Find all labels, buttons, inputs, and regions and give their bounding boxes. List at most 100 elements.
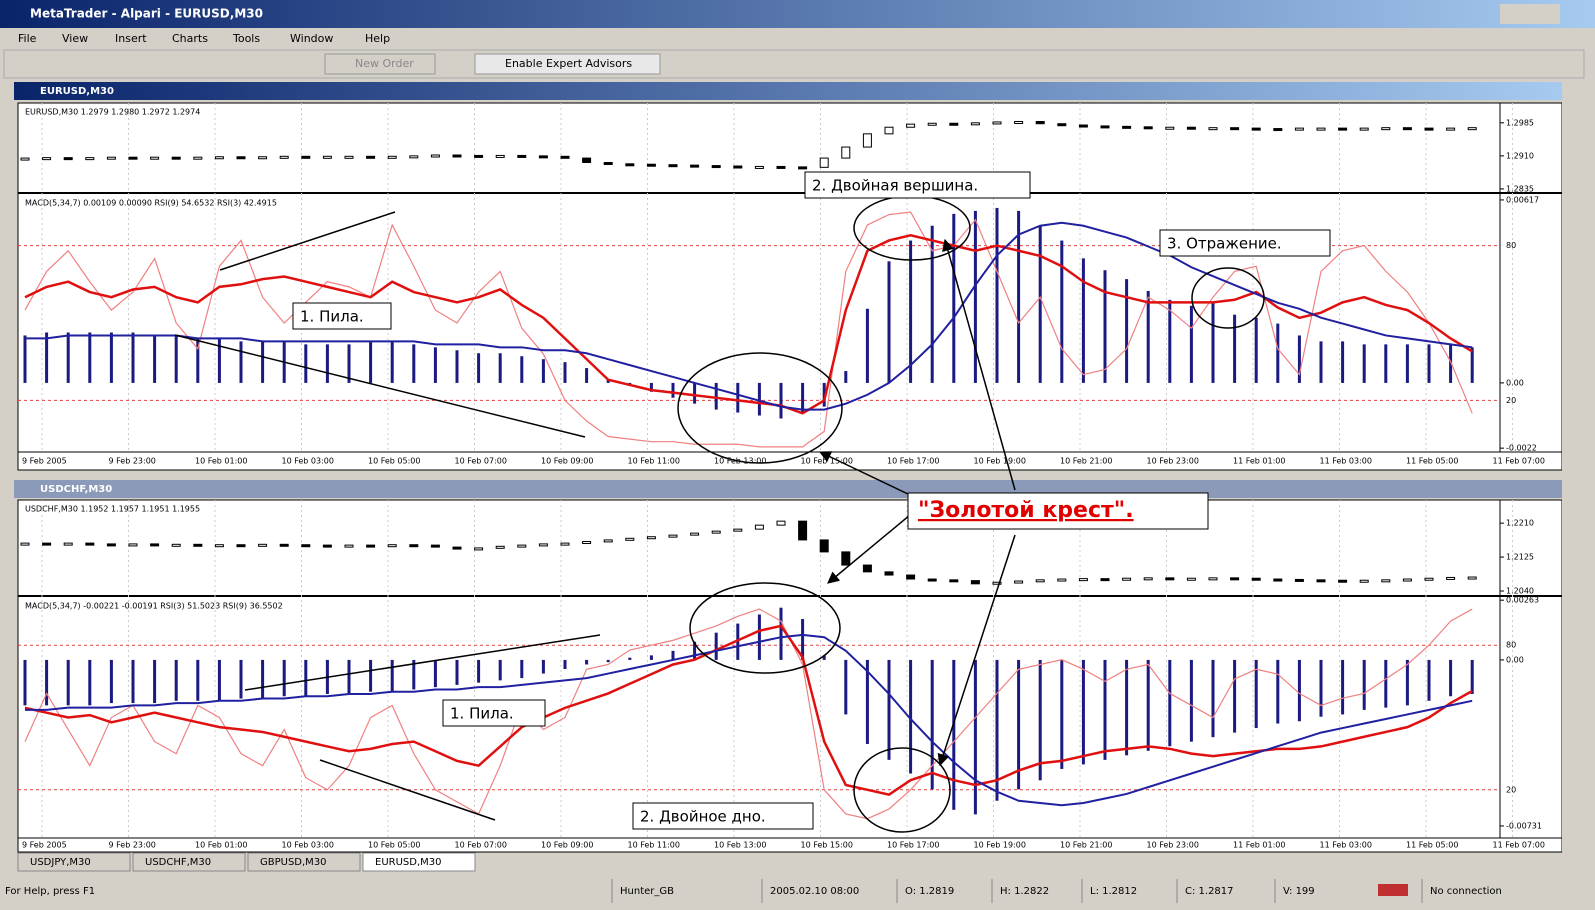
arrow <box>937 534 1016 767</box>
window-controls[interactable] <box>1500 4 1560 24</box>
macd-bar <box>1060 659 1064 769</box>
macd-bar <box>930 225 934 383</box>
macd-bar <box>131 659 135 704</box>
macd-bar <box>196 338 200 383</box>
candle <box>603 161 613 165</box>
y-tick-label: 0.00 <box>1506 378 1524 387</box>
macd-bar <box>736 382 740 413</box>
macd-bar <box>239 659 243 699</box>
time-label: 10 Feb 11:00 <box>628 841 680 850</box>
macd-bar <box>520 356 524 383</box>
menu-item[interactable]: File <box>18 32 37 45</box>
time-label: 11 Feb 03:00 <box>1320 457 1372 466</box>
macd-bar <box>585 368 589 383</box>
menu-item[interactable]: Tools <box>232 32 260 45</box>
tab[interactable] <box>247 852 361 872</box>
time-label: 9 Feb 23:00 <box>109 841 156 850</box>
annotation: 1. Пила. <box>450 705 514 723</box>
macd-bar <box>412 344 416 383</box>
menu-item[interactable]: Charts <box>172 32 208 45</box>
macd-bar <box>390 341 394 383</box>
candle <box>733 165 743 169</box>
macd-bar <box>930 659 934 790</box>
time-label: 10 Feb 17:00 <box>887 457 939 466</box>
macd-bar <box>23 335 27 383</box>
status-field: L: 1.2812 <box>1090 886 1137 897</box>
macd-bar <box>714 632 718 660</box>
candle <box>862 133 872 148</box>
candle <box>819 157 829 168</box>
candle <box>474 547 484 551</box>
macd-bar <box>1146 659 1150 751</box>
candle <box>603 539 613 543</box>
pane-header: EURUSD,M30 1.2979 1.2980 1.2972 1.2974 <box>25 108 200 117</box>
candle <box>646 163 656 167</box>
candle <box>754 165 764 169</box>
macd-bar <box>844 659 848 715</box>
time-label: 10 Feb 21:00 <box>1060 457 1112 466</box>
expert-advisors-button[interactable] <box>474 53 661 75</box>
macd-bar <box>822 655 826 660</box>
macd-bar <box>477 659 481 683</box>
tab[interactable] <box>17 852 131 872</box>
candle <box>668 534 678 538</box>
macd-bar <box>131 332 135 383</box>
tab[interactable] <box>362 852 476 872</box>
ellipse <box>853 747 951 833</box>
time-label: 10 Feb 19:00 <box>974 457 1026 466</box>
candle <box>560 542 570 546</box>
candle <box>322 155 332 159</box>
macd-bar <box>174 659 178 701</box>
macd-bar <box>671 382 675 398</box>
candle <box>236 544 246 548</box>
macd-bar <box>541 359 545 383</box>
menu-item[interactable]: Help <box>365 32 390 45</box>
macd-bar <box>1362 659 1366 710</box>
chart-tabs: USDJPY,M30 USDCHF,M30 GBPUSD,M30 EURUSD,M30 <box>17 852 476 872</box>
macd-bar <box>45 332 49 383</box>
y-tick-label: 1.2040 <box>1506 587 1534 596</box>
macd-bar <box>23 659 27 706</box>
macd-bar <box>369 341 373 383</box>
macd-bar <box>1125 659 1129 756</box>
y-tick-label: 1.2125 <box>1506 553 1534 562</box>
macd-bar <box>196 659 200 701</box>
candle <box>690 532 700 536</box>
candle <box>1208 127 1218 131</box>
candle <box>625 163 635 167</box>
macd-bar <box>995 659 999 801</box>
candle <box>20 542 30 546</box>
time-label: 10 Feb 05:00 <box>368 457 420 466</box>
macd-bar <box>693 382 697 404</box>
time-label: 9 Feb 2005 <box>22 841 67 850</box>
candle <box>927 122 937 126</box>
menu-item[interactable]: View <box>62 32 88 45</box>
tab-label: USDJPY,M30 <box>30 857 91 868</box>
new-order-button[interactable] <box>324 53 436 75</box>
tab-label: USDCHF,M30 <box>145 857 211 868</box>
macd-bar <box>1319 659 1323 717</box>
macd-bar <box>88 332 92 383</box>
candle <box>279 155 289 159</box>
candle <box>171 543 181 547</box>
macd-bar <box>109 332 113 383</box>
tab[interactable] <box>132 852 246 872</box>
menu-item[interactable]: Window <box>290 32 333 45</box>
candle <box>106 156 116 160</box>
macd-bar <box>1168 299 1172 383</box>
candle <box>841 551 851 566</box>
menu-item[interactable]: Insert <box>115 32 147 45</box>
status-field: O: 1.2819 <box>905 886 954 897</box>
candle <box>927 578 937 582</box>
candle <box>754 524 764 530</box>
trend-line <box>219 211 396 271</box>
candle <box>690 164 700 168</box>
candle <box>1122 125 1132 129</box>
time-label: 11 Feb 07:00 <box>1493 457 1545 466</box>
candle <box>1100 578 1110 582</box>
y-tick-label: 1.2210 <box>1506 519 1534 528</box>
toolbar <box>3 49 1585 79</box>
macd-bar <box>973 210 977 383</box>
candle <box>582 541 592 545</box>
status-field: Hunter_GB <box>620 886 674 897</box>
